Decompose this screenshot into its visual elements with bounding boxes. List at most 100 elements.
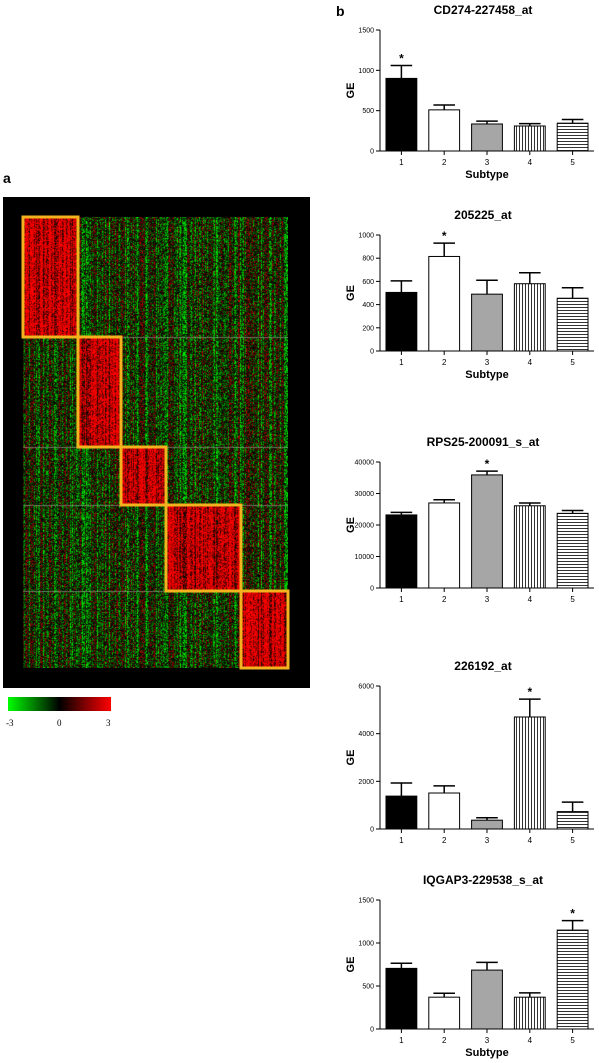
y-tick-label: 20000: [355, 523, 375, 530]
y-axis-label: GE: [345, 957, 357, 973]
x-tick-label: 5: [570, 836, 575, 845]
x-tick-label: 5: [570, 595, 575, 604]
bar-subtype-3: [471, 123, 503, 152]
bar-subtype-3: [471, 819, 503, 830]
bar-subtype-5: [556, 811, 589, 830]
y-tick-label: 1000: [358, 233, 374, 240]
y-axis-label: GE: [345, 750, 357, 766]
x-tick-label: 2: [442, 1036, 447, 1045]
heatmap-cluster-boxes: [21, 215, 290, 670]
x-tick-label: 2: [442, 158, 447, 167]
chart-title: IQGAP3-229538_s_at: [423, 873, 543, 887]
chart-title: CD274-227458_at: [434, 3, 533, 17]
bar-subtype-2: [428, 502, 461, 589]
cluster-box-3: [119, 445, 168, 507]
bar-subtype-4: [513, 125, 546, 152]
y-tick-label: 4000: [358, 731, 374, 738]
bar-chart-2: 205225_at 0 200 400 600 800 1000 GE 1 2 * 3 4 5 Subtyp…: [330, 205, 599, 385]
x-tick-label: 1: [399, 158, 404, 167]
colorbar-mid-label: 0: [57, 718, 62, 728]
x-tick-label: 1: [399, 595, 404, 604]
y-axis-label: GE: [345, 517, 357, 533]
y-tick-label: 0: [370, 149, 374, 156]
chart-title: RPS25-200091_s_at: [427, 435, 540, 449]
bar-charts-panel: CD274-227458_at 0 500 1000 1500 GE 1 * 2 3 4 5 Subty…: [330, 0, 599, 1063]
x-tick-label: 3: [485, 158, 490, 167]
y-tick-label: 500: [362, 984, 374, 991]
y-tick-label: 1500: [358, 898, 374, 905]
x-tick-label: 3: [485, 595, 490, 604]
colorbar-max-label: 3: [106, 718, 111, 728]
significance-marker: *: [570, 907, 575, 921]
x-tick-label: 4: [528, 358, 533, 367]
panel-label-a: a: [3, 170, 11, 186]
heatmap: [3, 197, 310, 688]
bar-subtype-2: [428, 255, 461, 352]
bar-subtype-4: [513, 996, 546, 1030]
y-tick-label: 1500: [358, 28, 374, 35]
bar-subtype-2: [428, 109, 461, 152]
bar-subtype-1: [385, 795, 418, 830]
y-axis-label: GE: [345, 83, 357, 99]
bar-subtype-5: [556, 929, 589, 1030]
y-tick-label: 40000: [355, 460, 375, 467]
x-tick-label: 4: [528, 595, 533, 604]
bar-chart-4: 226192_at 0 2000 4000 6000 GE 1 2 3 4 * 5: [330, 656, 599, 851]
bar-subtype-4: [513, 505, 546, 589]
x-tick-label: 3: [485, 836, 490, 845]
y-tick-label: 0: [370, 1027, 374, 1034]
y-tick-label: 0: [370, 586, 374, 593]
x-tick-label: 2: [442, 836, 447, 845]
cluster-box-1: [21, 215, 80, 339]
x-tick-label: 3: [485, 1036, 490, 1045]
x-tick-label: 2: [442, 595, 447, 604]
x-axis-label: Subtype: [465, 369, 508, 381]
x-tick-label: 5: [570, 1036, 575, 1045]
y-tick-label: 0: [370, 349, 374, 356]
x-tick-label: 1: [399, 358, 404, 367]
y-tick-label: 0: [370, 827, 374, 834]
x-tick-label: 2: [442, 358, 447, 367]
colorbar: [8, 697, 111, 711]
x-tick-label: 4: [528, 158, 533, 167]
y-tick-label: 500: [362, 108, 374, 115]
y-tick-label: 200: [362, 325, 374, 332]
x-tick-label: 1: [399, 1036, 404, 1045]
bar-subtype-2: [428, 792, 461, 830]
heatmap-cells: [23, 217, 288, 668]
x-tick-label: 4: [528, 1036, 533, 1045]
x-tick-label: 5: [570, 358, 575, 367]
bar-chart-5: IQGAP3-229538_s_at 0 500 1000 1500 GE 1 2 3 4 5 * Su…: [330, 870, 599, 1063]
x-tick-label: 1: [399, 836, 404, 845]
y-tick-label: 400: [362, 302, 374, 309]
bar-subtype-1: [385, 514, 418, 589]
bar-subtype-3: [471, 293, 503, 352]
bar-subtype-4: [513, 283, 546, 352]
cluster-box-2: [76, 335, 123, 449]
cluster-box-4: [164, 503, 243, 593]
bar-subtype-5: [556, 512, 589, 589]
colorbar-min-label: -3: [6, 718, 14, 728]
y-tick-label: 1000: [358, 941, 374, 948]
bar-subtype-4: [513, 716, 546, 830]
y-tick-label: 800: [362, 256, 374, 263]
y-tick-label: 2000: [358, 779, 374, 786]
cluster-box-5: [239, 589, 290, 670]
chart-title: 205225_at: [454, 208, 511, 222]
chart-title: 226192_at: [454, 659, 511, 673]
y-tick-label: 30000: [355, 491, 375, 498]
y-tick-label: 6000: [358, 684, 374, 691]
bar-chart-3: RPS25-200091_s_at 0 10000 20000 30000 40000 GE…: [330, 432, 599, 610]
significance-marker: *: [485, 457, 490, 471]
x-tick-label: 3: [485, 358, 490, 367]
bar-subtype-1: [385, 77, 418, 152]
bar-subtype-2: [428, 996, 461, 1030]
significance-marker: *: [399, 51, 404, 65]
bar-subtype-1: [385, 967, 418, 1030]
x-axis-label: Subtype: [465, 1047, 508, 1059]
panel-label-b: b: [336, 3, 345, 19]
bar-subtype-5: [556, 122, 589, 152]
x-axis-label: Subtype: [465, 169, 508, 181]
bar-subtype-1: [385, 291, 418, 352]
significance-marker: *: [527, 685, 532, 699]
